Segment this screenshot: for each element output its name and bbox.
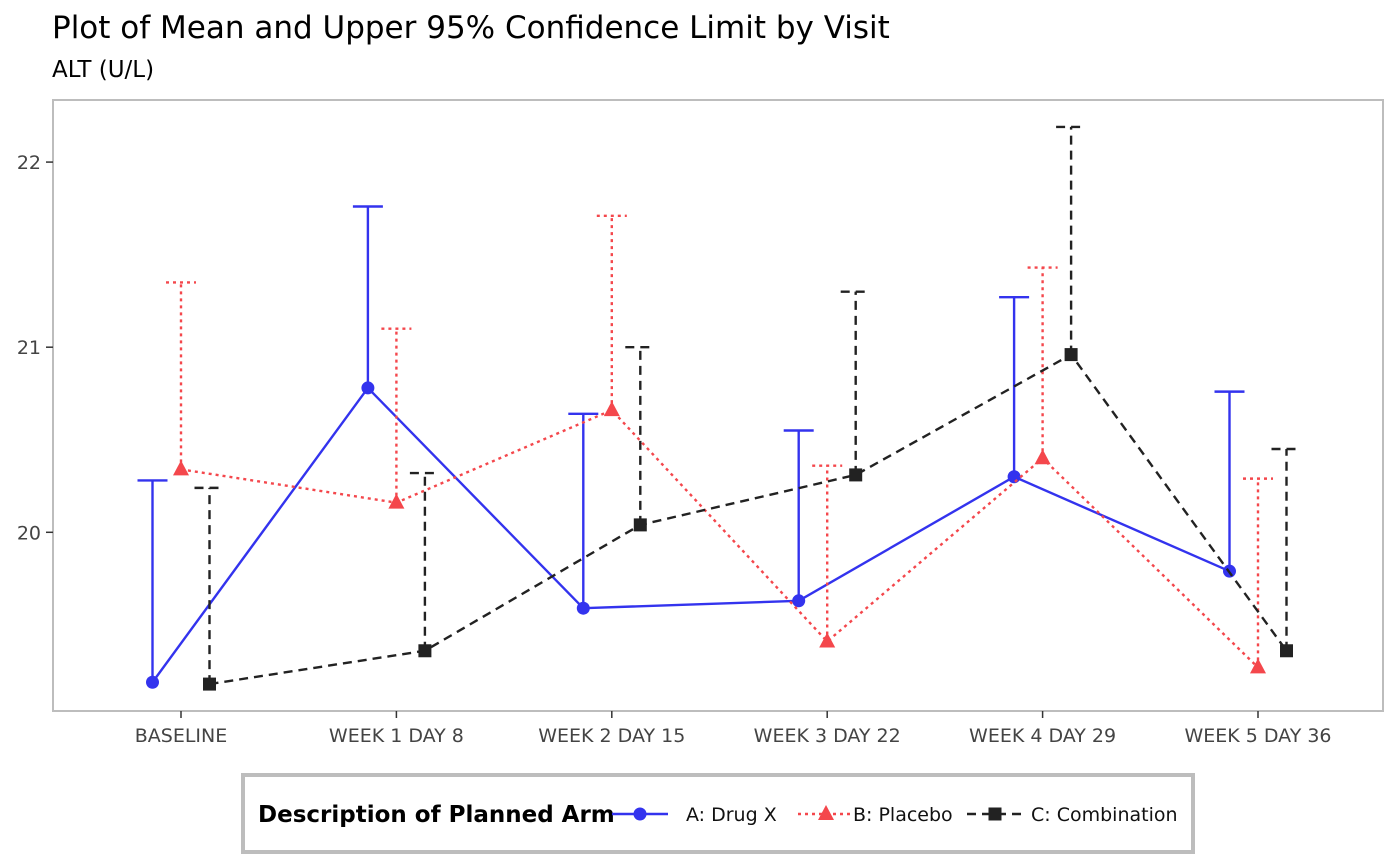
point-0-1	[361, 381, 375, 395]
x-tick-label-0: BASELINE	[135, 725, 228, 747]
point-0-3	[792, 594, 806, 608]
point-2-1	[418, 644, 432, 658]
series-layer	[137, 125, 1302, 691]
legend-label-0: A: Drug X	[686, 804, 777, 826]
legend-label-1: B: Placebo	[853, 804, 953, 826]
point-2-0	[203, 677, 216, 691]
series-line-1	[180, 408, 1259, 669]
point-2-3	[849, 468, 863, 482]
x-axis: BASELINE WEEK 1 DAY 8 WEEK 2 DAY 15 WEEK 3 …	[135, 711, 1332, 747]
point-0-0	[146, 675, 159, 689]
x-tick-label-5: WEEK 5 DAY 36	[1184, 725, 1331, 747]
legend-key-marker-2	[988, 807, 1002, 821]
y-tick-label-22: 22	[17, 152, 41, 174]
legend-key-marker-1	[818, 805, 834, 820]
point-1-2	[603, 401, 620, 417]
point-2-4	[1064, 348, 1078, 362]
plot-panel	[52, 99, 1384, 712]
x-tick-label-4: WEEK 4 DAY 29	[969, 725, 1116, 747]
point-1-1	[388, 493, 405, 509]
series-2	[194, 125, 1302, 691]
legend-item-0: A: Drug X	[612, 804, 777, 826]
legend-label-2: C: Combination	[1031, 804, 1178, 826]
legend-title: Description of Planned Arm	[258, 802, 615, 828]
point-1-5	[1250, 658, 1266, 674]
legend-item-1: B: Placebo	[798, 804, 953, 826]
y-axis: 20 21 22	[17, 152, 53, 544]
point-1-3	[819, 632, 836, 648]
point-0-2	[576, 601, 590, 615]
legend-key-marker-0	[633, 807, 647, 821]
point-2-5	[1280, 644, 1293, 658]
chart-subtitle: ALT (U/L)	[52, 57, 154, 83]
chart-title: Plot of Mean and Upper 95% Confidence Li…	[52, 10, 890, 46]
series-line-2	[209, 353, 1288, 686]
point-1-4	[1034, 449, 1051, 465]
legend-box	[241, 773, 1195, 854]
y-tick-label-21: 21	[17, 337, 41, 359]
series-line-0	[151, 386, 1230, 683]
legend-items: A: Drug X B: Placebo C: Combination	[612, 804, 1178, 826]
x-tick-label-1: WEEK 1 DAY 8	[329, 725, 464, 747]
point-1-0	[173, 460, 189, 476]
legend-item-2: C: Combination	[967, 804, 1178, 826]
series-1	[166, 214, 1273, 674]
x-tick-label-2: WEEK 2 DAY 15	[538, 725, 685, 747]
y-tick-label-20: 20	[17, 522, 41, 544]
point-2-2	[633, 518, 647, 532]
point-0-4	[1007, 470, 1021, 484]
x-tick-label-3: WEEK 3 DAY 22	[754, 725, 901, 747]
series-0	[137, 205, 1245, 689]
